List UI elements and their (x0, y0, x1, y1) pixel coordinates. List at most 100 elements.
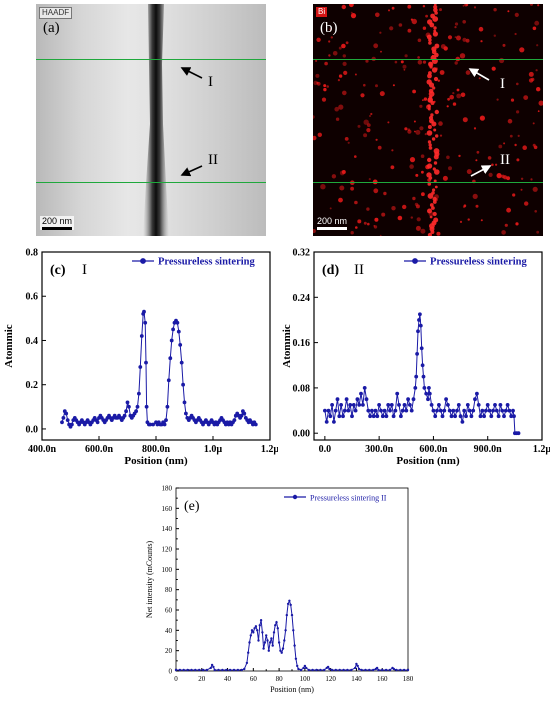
bi-dot (377, 145, 382, 150)
bi-dot (323, 84, 327, 88)
bi-dot (424, 133, 427, 136)
bi-dot (528, 78, 534, 83)
bi-dot (375, 84, 378, 88)
data-point (181, 382, 186, 387)
bi-dot (479, 115, 485, 121)
bi-boundary-dot (431, 206, 435, 210)
data-point (400, 408, 405, 413)
bi-dot (538, 100, 543, 106)
data-point (389, 403, 394, 407)
bi-dot (379, 91, 385, 97)
data-point (355, 397, 360, 402)
bi-boundary-dot (429, 215, 433, 219)
data-point (210, 663, 214, 667)
data-point (275, 621, 278, 624)
bi-dot (465, 38, 470, 43)
profile-line-upper (313, 59, 543, 60)
bi-dot (520, 188, 523, 191)
bi-dot (439, 8, 442, 12)
data-point (289, 603, 292, 607)
data-point (270, 637, 273, 640)
x-tick-label: 600.0n (419, 444, 448, 455)
x-tick-label: 160 (377, 675, 388, 683)
data-point (368, 668, 371, 672)
bi-dot (480, 219, 483, 222)
data-point (456, 403, 461, 407)
data-point (516, 431, 521, 436)
data-point (431, 408, 436, 413)
data-point (366, 408, 371, 413)
bi-dot (330, 36, 333, 39)
bi-boundary-dot (432, 211, 437, 217)
data-point (175, 320, 180, 325)
bi-dot (411, 18, 417, 25)
bi-dot (404, 54, 408, 58)
data-point (395, 668, 398, 672)
data-point (232, 418, 237, 422)
bi-dot (372, 179, 378, 185)
bi-dot (320, 184, 326, 190)
bi-boundary-dot (428, 176, 433, 180)
scale-bar: 200 nm (40, 216, 75, 230)
data-point (502, 414, 506, 419)
bi-dot (387, 121, 390, 124)
bi-dot (412, 196, 416, 201)
bi-dot (366, 128, 371, 133)
series-line (176, 599, 408, 671)
haadf-crack (143, 4, 169, 236)
bi-boundary-dot (433, 161, 438, 165)
data-point (315, 668, 318, 672)
data-point (397, 403, 401, 407)
data-point (333, 408, 338, 413)
bi-dot (514, 32, 517, 36)
bi-dot (354, 73, 357, 76)
data-point (144, 404, 149, 409)
legend-label: Pressureless sintering (158, 257, 255, 268)
data-point (451, 408, 456, 413)
bi-dot (331, 174, 337, 179)
bi-dot (456, 35, 461, 41)
bi-dot (419, 126, 424, 131)
bi-dot (476, 150, 480, 154)
y-tick-label: 80 (165, 586, 173, 594)
bi-dot (475, 159, 478, 162)
bi-dot (446, 105, 449, 108)
bi-dot (350, 11, 353, 14)
data-point (253, 422, 258, 427)
bi-dot (456, 93, 462, 99)
data-point (279, 649, 282, 652)
data-point (124, 409, 128, 414)
y-tick-label: 100 (162, 566, 173, 574)
bi-dot (369, 115, 371, 117)
data-point (348, 403, 353, 407)
bi-dot (315, 73, 320, 78)
data-point (388, 408, 392, 413)
data-point (232, 668, 236, 672)
marker-I: I (208, 74, 213, 90)
data-point (240, 668, 243, 672)
y-tick-label: 180 (162, 484, 173, 492)
bi-boundary-dot (433, 76, 439, 82)
bi-dot (373, 188, 379, 194)
bi-dot (467, 218, 470, 221)
bi-boundary-dot (426, 130, 433, 136)
bi-dot (422, 5, 426, 8)
data-point (319, 668, 322, 672)
bi-dot (459, 53, 466, 59)
data-point (268, 641, 272, 644)
data-point (411, 397, 416, 402)
bi-dot (536, 87, 541, 92)
bi-dot (366, 123, 371, 127)
bi-dot (516, 158, 520, 162)
data-point (393, 408, 398, 413)
bi-arrows (468, 68, 492, 177)
y-tick-label: 40 (165, 627, 173, 635)
data-point (371, 414, 376, 419)
data-point (505, 403, 510, 407)
bi-dot (519, 47, 525, 53)
data-point (334, 668, 337, 672)
data-point (205, 668, 209, 672)
bi-dot (334, 106, 339, 112)
bi-dot (422, 26, 427, 30)
bi-dot (491, 163, 494, 167)
